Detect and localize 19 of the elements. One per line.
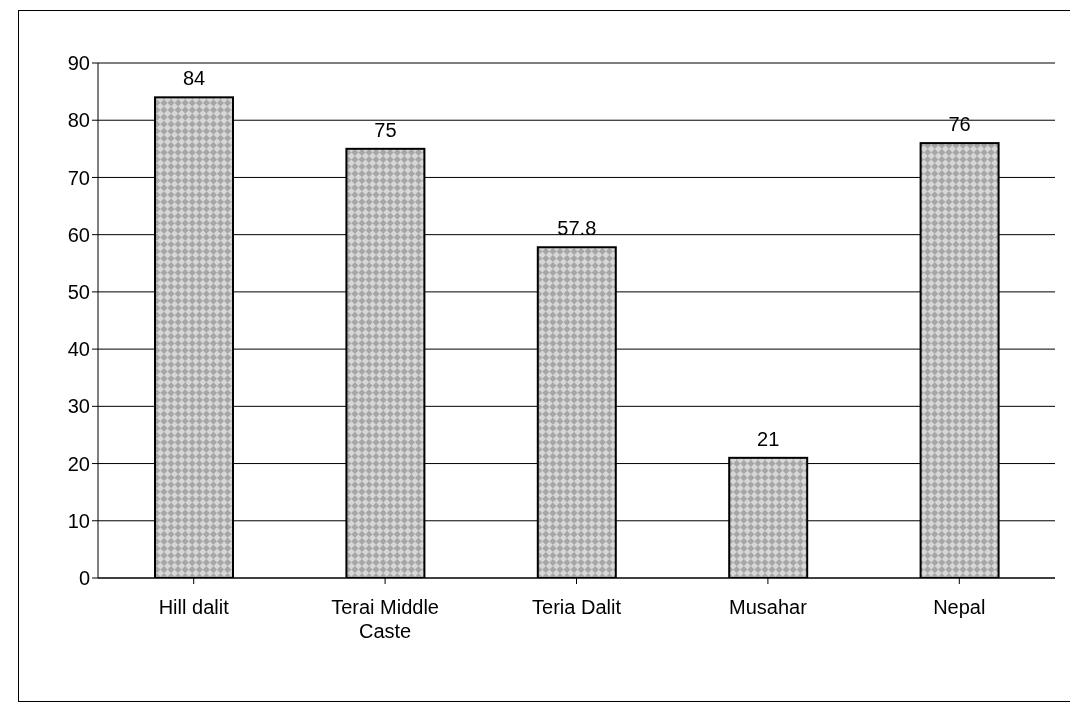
y-tick-label: 20: [67, 452, 90, 475]
x-tick-label: Nepal: [933, 596, 986, 618]
y-tick-label: 80: [67, 109, 90, 132]
y-tick-label: 70: [67, 166, 90, 189]
y-tick-label: 90: [67, 52, 90, 75]
x-tick-label: Teria Dalit: [532, 596, 622, 618]
x-tick-label: Musahar: [728, 596, 808, 618]
data-label: 75: [374, 118, 397, 141]
data-label: 84: [182, 67, 206, 90]
data-label: 57.8: [557, 217, 597, 240]
x-tick-label: Hill dalit: [158, 596, 230, 618]
data-label: 21: [757, 427, 780, 450]
x-tick-label: Terai Middle Caste: [331, 596, 440, 642]
y-tick-label: 10: [67, 509, 90, 532]
y-tick-label: 60: [67, 223, 90, 246]
y-tick-label: 0: [78, 567, 90, 590]
y-tick-label: 50: [67, 280, 90, 303]
y-tick-label: 40: [67, 338, 90, 361]
y-tick-label: 30: [67, 395, 90, 418]
